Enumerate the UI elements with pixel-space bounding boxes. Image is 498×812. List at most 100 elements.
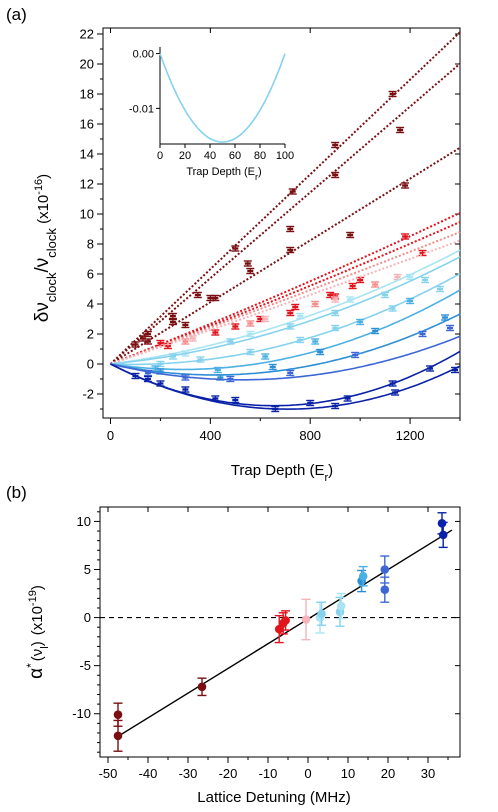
- series-1-line: [109, 62, 461, 365]
- inset-xtick-label: 60: [229, 150, 241, 162]
- series-0-point: [144, 332, 151, 336]
- series-10-point: [312, 340, 319, 343]
- series-12-point: [287, 371, 294, 375]
- b-xtick-label: -10: [259, 766, 278, 781]
- panel-a-ylabel: δνclock/νclock (x10-16): [32, 174, 59, 322]
- series-12-point: [352, 353, 359, 357]
- a-xtick-label: 400: [199, 428, 221, 443]
- series-8-point: [422, 278, 429, 282]
- b-ytick-label: 5: [84, 562, 91, 577]
- series-9-point: [297, 338, 304, 342]
- series-11-point: [442, 316, 449, 319]
- a-ytick-label: 14: [80, 147, 94, 162]
- b-ytick-label: -5: [79, 658, 91, 673]
- series-9-point: [437, 287, 444, 291]
- data-point: [380, 585, 390, 594]
- panel-b-label: (b): [6, 483, 27, 502]
- a-ytick-label: -2: [82, 387, 94, 402]
- series-9-point: [247, 350, 254, 354]
- series-0-point: [232, 247, 239, 250]
- series-12-line: [110, 335, 461, 381]
- series-4-point: [327, 293, 334, 297]
- b-xtick-label: 30: [421, 766, 435, 781]
- series-1-point: [332, 173, 339, 177]
- series-14-point: [132, 374, 139, 378]
- series-0-point: [389, 92, 396, 96]
- b-ytick-label: 10: [77, 514, 91, 529]
- inset-curve: [159, 53, 286, 143]
- a-ytick-label: 22: [80, 27, 94, 42]
- series-2-point: [144, 340, 151, 343]
- data-point: [197, 682, 207, 692]
- series-3-point: [212, 331, 219, 334]
- series-8-point: [382, 293, 389, 297]
- series-7-point: [407, 275, 414, 279]
- series-5-line: [110, 231, 461, 365]
- data-point: [301, 615, 311, 624]
- series-1-point: [207, 296, 214, 300]
- series-10-point: [357, 320, 364, 324]
- series-1-point: [397, 128, 404, 132]
- a-xtick-label: 0: [107, 428, 114, 443]
- b-xtick-label: -20: [219, 766, 238, 781]
- a-ytick-label: 18: [80, 87, 94, 102]
- series-14-point: [332, 404, 339, 408]
- a-xtick-label: 1200: [396, 428, 425, 443]
- series-14-point: [452, 368, 459, 372]
- series-6-point: [262, 317, 269, 321]
- data-point: [336, 601, 346, 611]
- series-8-line: [110, 256, 461, 365]
- series-13-point: [427, 367, 434, 370]
- series-10-point: [262, 355, 269, 358]
- a-xtick-label: 800: [299, 428, 321, 443]
- series-2-point: [347, 233, 354, 237]
- series-4-point: [232, 325, 239, 328]
- series-3-point: [257, 317, 264, 321]
- series-8-point: [332, 311, 339, 315]
- inset-xtick-label: 40: [204, 150, 216, 162]
- b-ytick-label: 0: [84, 610, 91, 625]
- series-2-point: [212, 296, 219, 300]
- data-point: [317, 609, 326, 619]
- series-10-point: [214, 368, 221, 372]
- series-5-point: [312, 302, 319, 306]
- b-xtick-label: -50: [99, 766, 118, 781]
- series-6-point: [332, 298, 339, 301]
- series-2-line: [109, 146, 461, 365]
- series-14-point: [272, 407, 279, 411]
- a-ytick-label: 4: [87, 297, 94, 312]
- series-4-line: [110, 221, 461, 365]
- series-1-point: [244, 262, 251, 265]
- series-2-point: [247, 269, 254, 273]
- panel-b-plot: [100, 512, 460, 752]
- series-9-point: [157, 362, 164, 366]
- a-ytick-label: 8: [87, 237, 94, 252]
- series-1-point: [169, 320, 176, 324]
- series-12-point: [419, 332, 426, 336]
- series-2-point: [182, 323, 189, 327]
- a-ytick-label: 16: [80, 117, 94, 132]
- series-3-point: [157, 341, 164, 345]
- series-4-point: [164, 344, 171, 348]
- panel-a-label: (a): [6, 5, 27, 24]
- series-0-point: [194, 293, 201, 297]
- series-6-line: [110, 239, 461, 365]
- series-14-point: [212, 397, 219, 400]
- series-5-point: [372, 283, 379, 286]
- series-0-point: [169, 314, 176, 318]
- series-0-line: [109, 31, 461, 365]
- series-9-point: [197, 358, 204, 361]
- panel-b-frame: [99, 506, 461, 758]
- series-12-point: [144, 371, 151, 375]
- a-ytick-label: 10: [80, 207, 94, 222]
- series-2-point: [287, 248, 294, 252]
- inset-xlabel: Trap Depth (Er): [186, 166, 261, 182]
- panel-a-inset: 0 20 40 60 80 100 0.00 -0.01 Trap Depth (Er): [129, 47, 294, 182]
- series-13-point: [182, 388, 189, 391]
- series-13-point: [307, 401, 314, 405]
- inset-xtick-label: 0: [157, 150, 163, 162]
